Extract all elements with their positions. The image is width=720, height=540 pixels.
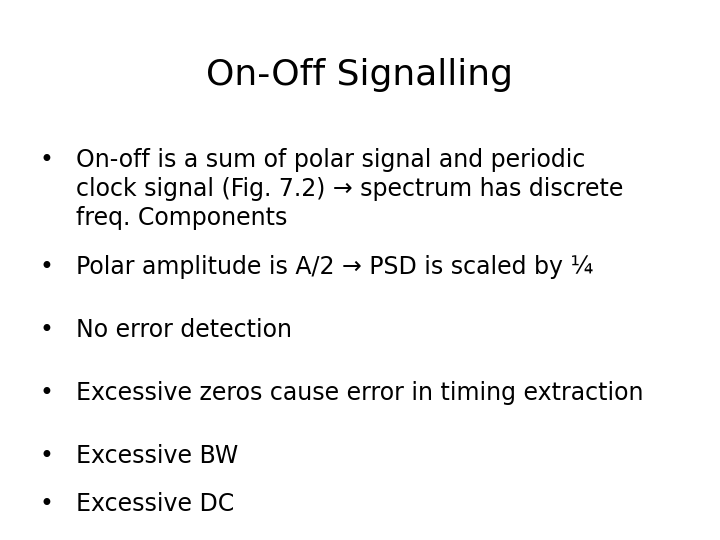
- Text: Polar amplitude is A/2 → PSD is scaled by ¼: Polar amplitude is A/2 → PSD is scaled b…: [76, 255, 593, 279]
- Text: •: •: [40, 148, 53, 172]
- Text: No error detection: No error detection: [76, 318, 292, 342]
- Text: Excessive DC: Excessive DC: [76, 492, 234, 516]
- Text: Excessive zeros cause error in timing extraction: Excessive zeros cause error in timing ex…: [76, 381, 643, 405]
- Text: •: •: [40, 444, 53, 468]
- Text: •: •: [40, 381, 53, 405]
- Text: •: •: [40, 255, 53, 279]
- Text: •: •: [40, 318, 53, 342]
- Text: On-off is a sum of polar signal and periodic
clock signal (Fig. 7.2) → spectrum : On-off is a sum of polar signal and peri…: [76, 148, 623, 230]
- Text: On-Off Signalling: On-Off Signalling: [207, 58, 513, 92]
- Text: •: •: [40, 492, 53, 516]
- Text: Excessive BW: Excessive BW: [76, 444, 238, 468]
